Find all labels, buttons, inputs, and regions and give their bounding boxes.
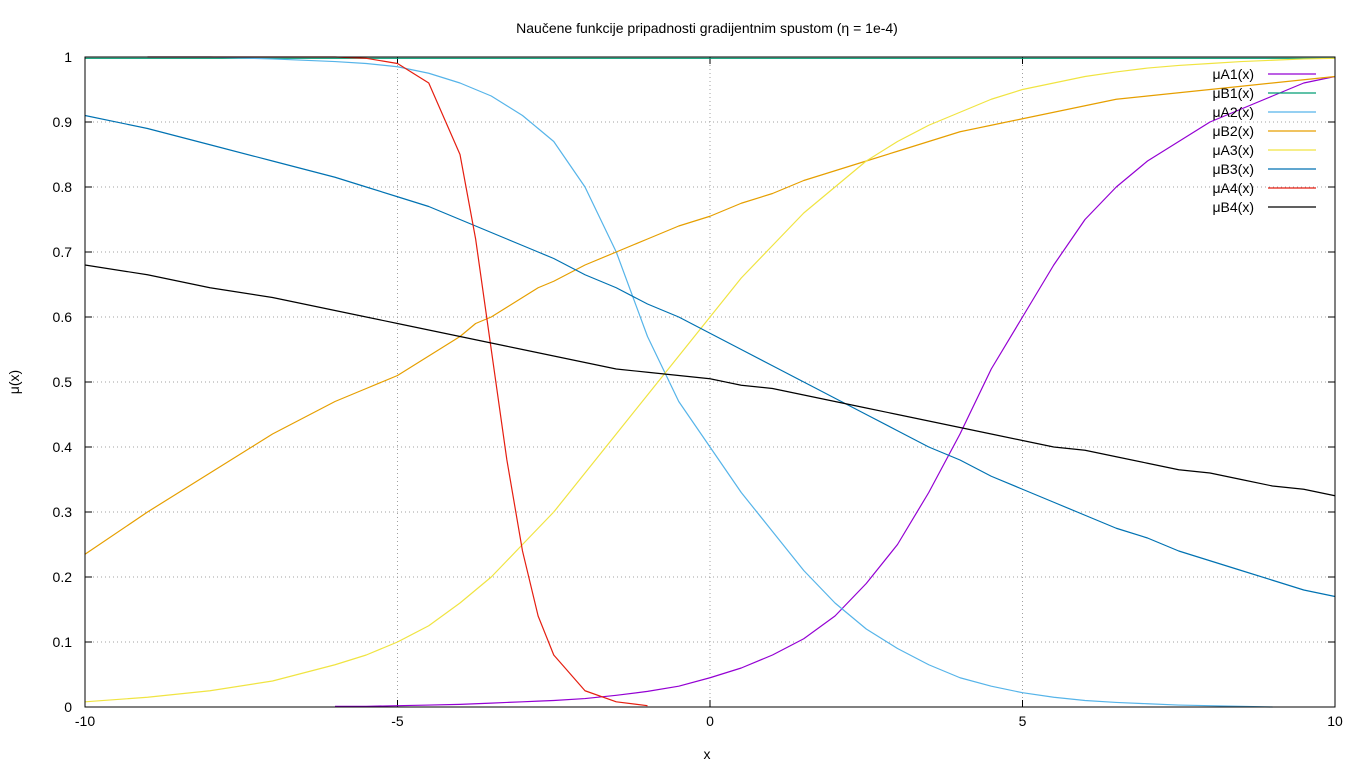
series-7-legend-label: μA4(x) [1212,180,1254,196]
series-5-line [84,57,1336,703]
series-5-legend-label: μA3(x) [1212,142,1254,158]
x-tick-label: 0 [706,713,714,729]
y-axis-label: μ(x) [6,370,22,394]
x-tick-label: 5 [1019,713,1027,729]
series-6-legend-label: μB3(x) [1212,161,1254,177]
x-axis-label: x [704,746,711,762]
series-8-line [84,264,1336,497]
x-tick-label: -5 [391,713,404,729]
y-tick-label: 0.9 [53,114,73,130]
series-4-legend-label: μB2(x) [1212,123,1254,139]
y-tick-label: 0.1 [53,634,73,650]
series-layer [84,56,1336,708]
series-2-legend-label: μB1(x) [1212,85,1254,101]
y-tick-label: 0.7 [53,244,73,260]
y-tick-label: 0.3 [53,504,73,520]
ticks-layer: -10 -5 0 5 10 0 0.1 0.2 0.3 0.4 0.5 0.6 0.7 0.8 0.9 1 [53,49,1343,729]
series-6-line [84,114,1336,598]
x-tick-label: 10 [1327,713,1343,729]
y-tick-label: 0.6 [53,309,73,325]
y-tick-label: 0.8 [53,179,73,195]
x-tick-label: -10 [75,713,95,729]
y-tick-label: 0.2 [53,569,73,585]
y-tick-label: 1 [64,49,72,65]
y-tick-label: 0.5 [53,374,73,390]
series-8-legend-label: μB4(x) [1212,199,1254,215]
series-1-line [335,75,1336,707]
plot-border [84,56,1336,708]
chart-title: Naučene funkcije pripadnosti gradijentni… [516,20,898,36]
series-4-line [84,75,1336,555]
y-tick-label: 0 [64,699,72,715]
y-tick-label: 0.4 [53,439,73,455]
series-3-legend-label: μA2(x) [1212,104,1254,120]
grid-layer [85,57,1335,707]
legend: μA1(x) μB1(x) μA2(x) μB2(x) μA3(x) μB3(x) μA4(… [1212,66,1316,215]
series-1-legend-label: μA1(x) [1212,66,1254,82]
series-3-line [147,56,1273,708]
